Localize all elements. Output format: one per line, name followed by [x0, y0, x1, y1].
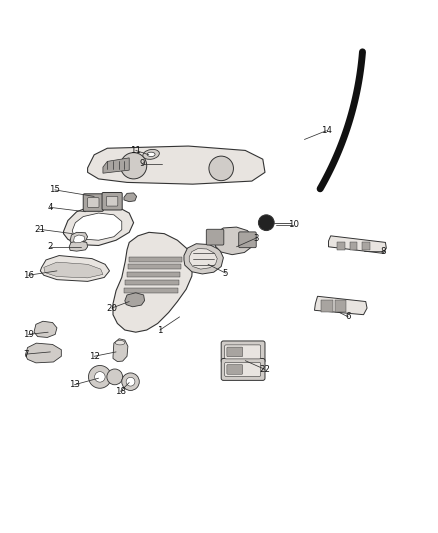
Text: 21: 21 [34, 225, 45, 234]
Polygon shape [184, 244, 223, 274]
Ellipse shape [115, 341, 125, 345]
Polygon shape [113, 339, 128, 361]
Bar [335, 300, 346, 312]
Polygon shape [113, 232, 193, 332]
Text: 9: 9 [140, 159, 145, 168]
Bar [362, 242, 370, 250]
Text: 1: 1 [157, 326, 162, 335]
Circle shape [209, 156, 233, 181]
Circle shape [95, 372, 105, 382]
Circle shape [122, 373, 139, 391]
Text: 6: 6 [346, 312, 351, 321]
Text: 2: 2 [48, 243, 53, 251]
Polygon shape [125, 280, 179, 285]
Text: 11: 11 [130, 146, 141, 155]
Polygon shape [72, 213, 122, 240]
Text: 20: 20 [106, 304, 117, 313]
Text: 18: 18 [115, 387, 126, 396]
Polygon shape [44, 262, 103, 278]
Polygon shape [215, 227, 253, 255]
Polygon shape [127, 272, 180, 277]
Polygon shape [70, 232, 88, 243]
Bar [321, 300, 333, 312]
Text: 4: 4 [48, 203, 53, 212]
Polygon shape [328, 236, 386, 253]
Polygon shape [189, 248, 217, 269]
FancyBboxPatch shape [221, 359, 265, 381]
FancyBboxPatch shape [88, 198, 99, 207]
Text: 8: 8 [381, 247, 386, 256]
Text: 13: 13 [69, 380, 80, 389]
Text: 12: 12 [88, 352, 100, 361]
FancyBboxPatch shape [106, 197, 118, 206]
Polygon shape [40, 255, 110, 281]
Text: 10: 10 [288, 220, 299, 229]
FancyBboxPatch shape [206, 229, 224, 245]
Text: 14: 14 [321, 126, 332, 135]
Text: 3: 3 [254, 233, 259, 243]
Text: 7: 7 [24, 350, 29, 359]
Polygon shape [128, 264, 181, 269]
Polygon shape [74, 235, 85, 243]
Polygon shape [124, 288, 178, 293]
Polygon shape [34, 321, 57, 337]
Bar [337, 242, 345, 250]
FancyBboxPatch shape [225, 362, 261, 376]
Circle shape [258, 215, 274, 231]
Text: 19: 19 [23, 330, 34, 339]
FancyBboxPatch shape [227, 365, 243, 374]
Polygon shape [125, 293, 145, 307]
Polygon shape [129, 257, 182, 262]
FancyBboxPatch shape [83, 194, 103, 211]
Polygon shape [314, 296, 367, 314]
Text: 15: 15 [49, 185, 60, 195]
Polygon shape [64, 205, 134, 246]
FancyBboxPatch shape [227, 347, 243, 357]
Ellipse shape [147, 152, 155, 157]
Polygon shape [25, 343, 61, 363]
FancyBboxPatch shape [225, 345, 261, 359]
FancyBboxPatch shape [239, 232, 256, 248]
Circle shape [107, 369, 123, 385]
Text: 16: 16 [23, 271, 34, 280]
Polygon shape [103, 158, 129, 173]
Ellipse shape [143, 149, 159, 159]
Circle shape [120, 152, 147, 179]
Polygon shape [124, 193, 137, 201]
Polygon shape [69, 241, 88, 251]
Polygon shape [88, 146, 265, 184]
FancyBboxPatch shape [102, 192, 122, 210]
Circle shape [88, 366, 111, 388]
FancyBboxPatch shape [221, 341, 265, 363]
Bar [350, 242, 357, 250]
Text: 22: 22 [259, 365, 271, 374]
Text: 5: 5 [223, 269, 228, 278]
Circle shape [126, 377, 135, 386]
